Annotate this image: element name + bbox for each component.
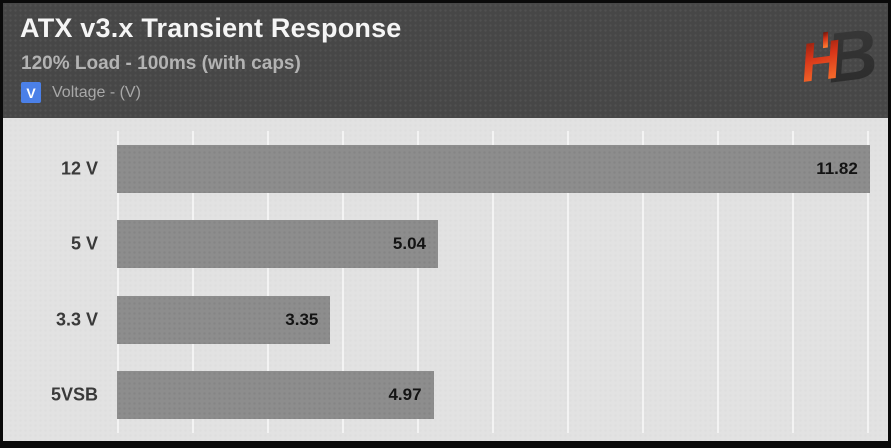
gridline	[417, 131, 419, 433]
gridline	[342, 131, 344, 433]
legend-label: Voltage - (V)	[52, 83, 141, 101]
bar-row: 5VSB 4.97	[51, 358, 873, 434]
bar: 4.97	[117, 371, 434, 420]
hardware-busters-logo-icon: B H	[800, 13, 878, 98]
chart-area: 12 V 11.82 5 V 5.04 3.3 V 3.35 5VSB 4.97	[3, 118, 888, 441]
gridline	[792, 131, 794, 433]
bar-row: 3.3 V 3.35	[56, 282, 873, 358]
bar: 3.35	[117, 295, 331, 344]
value-label: 11.82	[816, 158, 858, 178]
category-label: 3.3 V	[55, 309, 98, 330]
chart-subtitle: 120% Load - 100ms (with caps)	[21, 53, 301, 74]
bar-rows: 12 V 11.82 5 V 5.04 3.3 V 3.35 5VSB 4.97	[51, 131, 873, 434]
bar: 11.82	[117, 144, 870, 193]
plot-area: 12 V 11.82 5 V 5.04 3.3 V 3.35 5VSB 4.97	[51, 131, 873, 434]
bar: 5.04	[117, 220, 438, 269]
gridline	[867, 131, 869, 433]
category-label: 12 V	[60, 158, 98, 179]
bar-row: 5 V 5.04	[71, 207, 873, 283]
value-label: 5.04	[392, 234, 426, 254]
chart-header: ATX v3.x Transient Response 120% Load - …	[3, 3, 888, 118]
category-label: 5VSB	[50, 384, 98, 405]
gridline	[642, 131, 644, 433]
bar-row: 12 V 11.82	[61, 131, 873, 207]
svg-text:B: B	[822, 13, 878, 98]
legend: V Voltage - (V)	[21, 82, 141, 103]
value-label: 3.35	[285, 309, 319, 329]
category-label: 5 V	[70, 233, 98, 254]
gridline	[267, 131, 269, 433]
gridline	[492, 131, 494, 433]
gridline	[717, 131, 719, 433]
chart-title: ATX v3.x Transient Response	[20, 13, 402, 43]
gridline	[192, 131, 194, 433]
value-label: 4.97	[388, 385, 422, 405]
gridline	[117, 131, 119, 433]
gridline	[567, 131, 569, 433]
legend-voltage-icon: V	[21, 82, 41, 103]
